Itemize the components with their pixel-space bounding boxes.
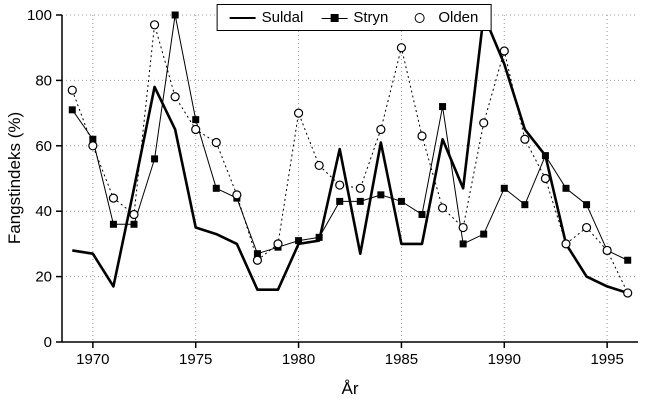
legend-label-olden: Olden xyxy=(438,9,479,26)
suldal-line-icon xyxy=(229,13,256,23)
svg-text:1975: 1975 xyxy=(179,351,212,368)
svg-text:20: 20 xyxy=(35,269,52,286)
svg-text:1995: 1995 xyxy=(590,351,623,368)
svg-text:0: 0 xyxy=(44,334,52,351)
svg-text:1970: 1970 xyxy=(76,351,109,368)
stryn-square-marker-icon xyxy=(321,13,348,23)
legend-item-stryn: Stryn xyxy=(321,9,388,26)
x-axis-title: År xyxy=(341,379,359,398)
legend-item-olden: Olden xyxy=(406,9,478,26)
svg-text:80: 80 xyxy=(35,72,52,89)
svg-text:1990: 1990 xyxy=(488,351,521,368)
svg-text:40: 40 xyxy=(35,203,52,220)
svg-text:1980: 1980 xyxy=(282,351,315,368)
svg-text:60: 60 xyxy=(35,138,52,155)
legend-item-suldal: Suldal xyxy=(229,9,304,26)
legend-label-suldal: Suldal xyxy=(261,9,304,26)
svg-text:1985: 1985 xyxy=(385,351,418,368)
chart-legend: Suldal Stryn Olden xyxy=(216,4,492,31)
y-axis-title: Fangstindeks (%) xyxy=(5,111,24,245)
legend-label-stryn: Stryn xyxy=(353,9,389,26)
olden-circle-marker-icon xyxy=(406,12,432,23)
svg-text:100: 100 xyxy=(27,7,52,24)
